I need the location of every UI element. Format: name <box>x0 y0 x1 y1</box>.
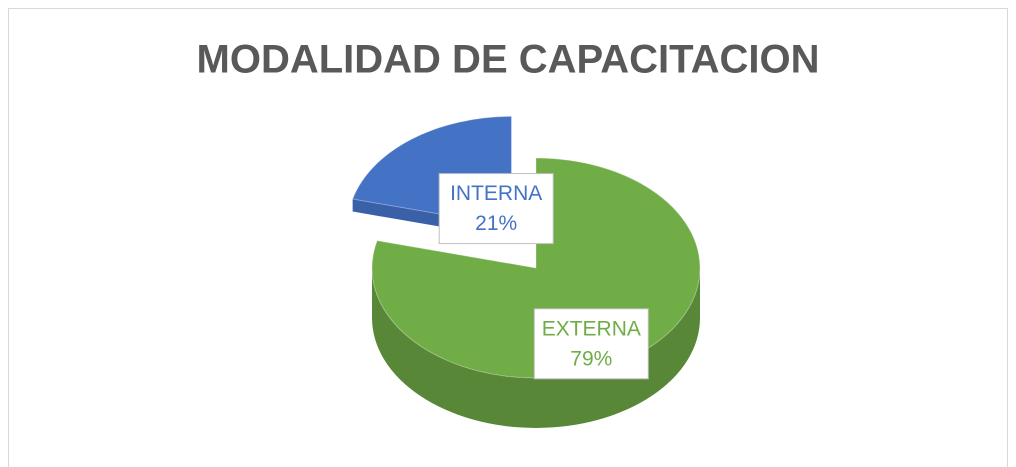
data-label-box <box>533 308 649 380</box>
data-label-value: 21% <box>475 212 517 235</box>
data-label-category: EXTERNA <box>542 317 641 340</box>
chart-title: MODALIDAD DE CAPACITACION <box>197 38 820 82</box>
data-label-value: 79% <box>570 347 612 370</box>
data-label-box <box>438 173 554 245</box>
data-label-category: INTERNA <box>450 182 542 205</box>
pie-slice-side <box>372 268 700 428</box>
